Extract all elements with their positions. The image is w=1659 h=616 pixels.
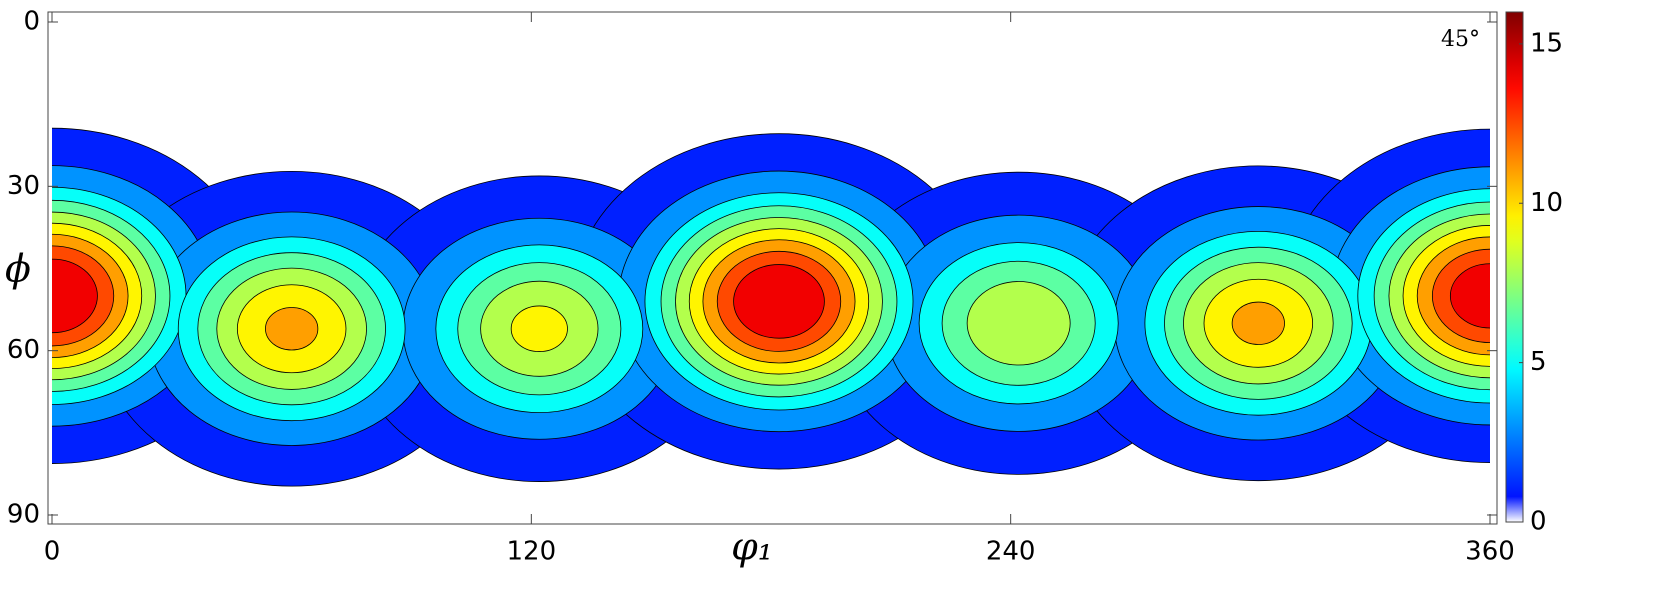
contour-band — [265, 307, 319, 351]
contour-band — [510, 305, 568, 352]
colorbar-tick-label: 10 — [1530, 188, 1563, 218]
x-tick-label: 120 — [507, 537, 557, 567]
contour-band — [52, 258, 98, 334]
contour-area — [52, 127, 1490, 487]
contour-band — [1449, 263, 1490, 329]
plot-frame — [47, 11, 1498, 525]
annotation: 45° — [1441, 27, 1480, 52]
y-tick-label: 30 — [7, 171, 40, 201]
y-tick-label: 60 — [7, 335, 40, 365]
contour-band — [733, 264, 825, 339]
contour-band — [966, 281, 1071, 366]
colorbar-tick-label: 0 — [1530, 507, 1547, 537]
x-tick-label: 360 — [1465, 537, 1515, 567]
contour-band — [1231, 301, 1285, 345]
x-tick-label: 240 — [986, 537, 1036, 567]
y-tick-label: 90 — [7, 500, 40, 530]
y-axis-label: ϕ — [5, 247, 31, 291]
x-axis-label: φ₁ — [731, 525, 773, 569]
colorbar-tick-label: 15 — [1530, 28, 1563, 58]
x-tick-label: 0 — [44, 537, 61, 567]
y-tick-label: 0 — [23, 7, 40, 37]
colorbar-tick-label: 5 — [1530, 347, 1547, 377]
colorbar — [1505, 11, 1524, 523]
